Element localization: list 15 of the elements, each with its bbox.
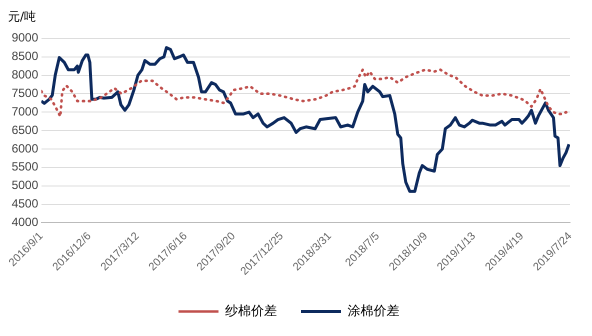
legend-label: 纱棉价差 — [225, 304, 277, 319]
y-tick-label: 5500 — [12, 160, 39, 174]
line-series — [41, 68, 570, 118]
legend-label: 涂棉价差 — [348, 304, 400, 319]
y-tick-label: 4000 — [12, 215, 39, 230]
y-tick-label: 8000 — [12, 68, 39, 82]
y-tick-label: 6500 — [12, 122, 39, 137]
y-tick-label: 7500 — [12, 86, 39, 100]
y-tick-label: 4500 — [12, 196, 39, 211]
y-tick-label: 6000 — [12, 141, 39, 156]
y-tick-label: 9000 — [12, 30, 39, 45]
y-tick-label: 8500 — [12, 49, 39, 64]
y-axis-title: 元/吨 — [8, 9, 36, 24]
y-tick-label: 7000 — [12, 104, 39, 118]
y-tick-label: 5000 — [12, 178, 39, 192]
